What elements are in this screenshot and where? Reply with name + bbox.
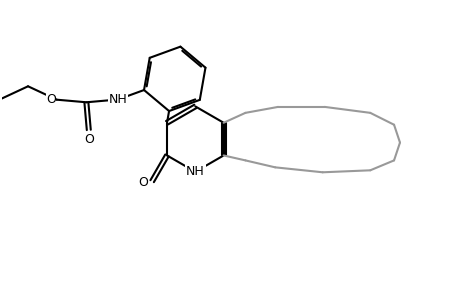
Text: O: O xyxy=(46,93,56,106)
Text: O: O xyxy=(138,176,148,189)
Text: O: O xyxy=(84,133,94,146)
Text: NH: NH xyxy=(108,93,127,106)
Text: NH: NH xyxy=(185,165,204,178)
